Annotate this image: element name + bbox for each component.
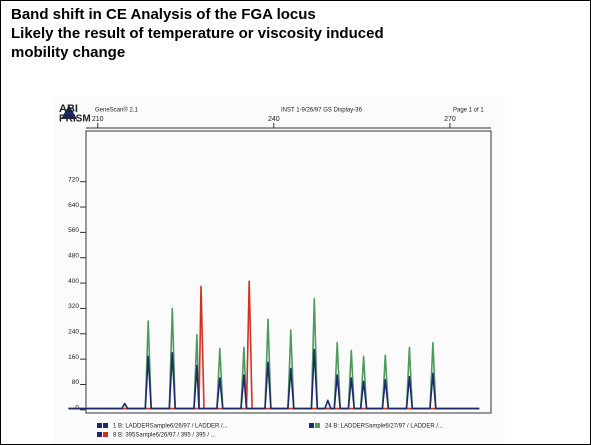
logo-mark xyxy=(61,105,77,119)
logo: PRISM xyxy=(59,114,91,125)
y-tick-label: 720 xyxy=(68,176,79,183)
y-tick-label: 240 xyxy=(68,329,79,336)
x-tick-label: 270 xyxy=(444,116,456,123)
trace xyxy=(68,348,480,410)
legend-label: 8 B: 395Sample6/26/97 / 395 / 395 / ... xyxy=(113,433,216,439)
software: GeneScan® 2.1 xyxy=(95,107,138,114)
legend-swatch xyxy=(103,423,108,428)
y-tick-label: 80 xyxy=(72,379,80,386)
x-tick-label: 210 xyxy=(92,116,104,123)
logo: ABI xyxy=(59,103,78,115)
y-tick-label: 480 xyxy=(68,252,79,259)
legend-swatch xyxy=(97,423,102,428)
y-tick-label: 560 xyxy=(68,227,79,234)
legend-swatch xyxy=(103,432,108,437)
legend-swatch xyxy=(315,423,320,428)
plot-frame xyxy=(85,130,492,414)
legend-label: 24 B: LADDERSample6/27/97 / LADDER /... xyxy=(325,424,443,430)
slide-title: Band shift in CE Analysis of the FGA loc… xyxy=(11,6,316,23)
instrument: INST 1-9/26/97 GS Display-36 xyxy=(281,108,363,114)
y-tick-label: 640 xyxy=(68,202,79,209)
y-tick-label: 400 xyxy=(68,278,79,285)
scan-background xyxy=(53,97,505,444)
legend-swatch xyxy=(97,432,102,437)
y-tick-label: 160 xyxy=(68,354,79,361)
legend-label: 1 B: LADDERSample6/26/97 / LADDER /... xyxy=(113,424,228,430)
page-number: Page 1 of 1 xyxy=(453,108,484,114)
x-tick-label: 240 xyxy=(268,116,280,123)
slide-title: mobility change xyxy=(11,44,126,61)
legend-swatch xyxy=(309,423,314,428)
slide-title: Likely the result of temperature or visc… xyxy=(11,25,384,42)
y-tick-label: 320 xyxy=(68,303,79,310)
